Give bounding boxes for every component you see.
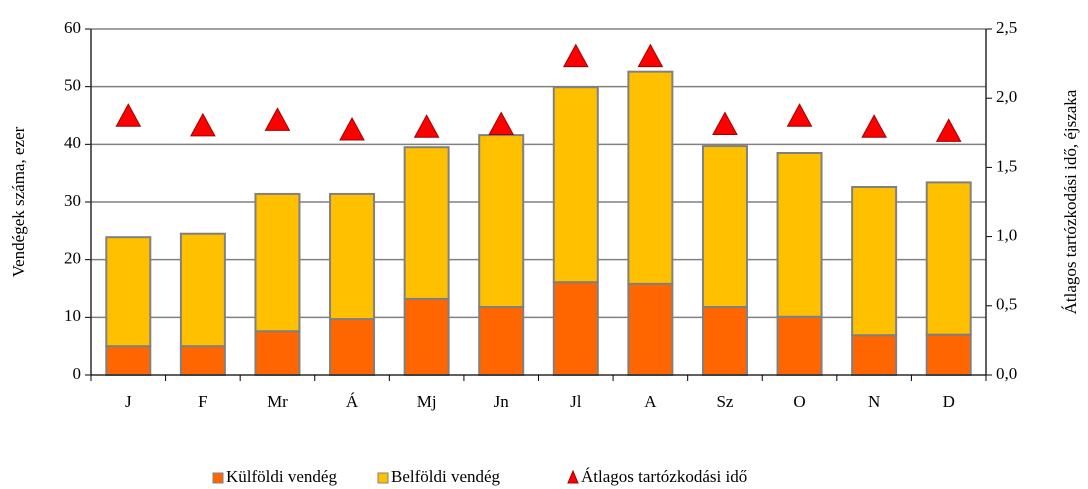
bar xyxy=(552,86,599,284)
x-tick-label: D xyxy=(943,392,955,411)
bar xyxy=(179,232,226,348)
bar xyxy=(254,330,301,377)
y2-tick-label: 1,5 xyxy=(996,156,1017,175)
bar xyxy=(925,181,972,336)
triangle-marker xyxy=(339,116,365,141)
triangle-marker xyxy=(190,112,216,137)
bar xyxy=(403,146,450,300)
legend-label: Belföldi vendég xyxy=(391,467,501,486)
x-tick-label: N xyxy=(868,392,880,411)
y2-tick-label: 2,0 xyxy=(996,87,1017,106)
x-tick-label: O xyxy=(793,392,805,411)
triangle-marker xyxy=(562,43,589,68)
bar xyxy=(701,145,748,308)
bar xyxy=(627,282,674,376)
x-tick-label: Jn xyxy=(494,392,510,411)
triangle-marker xyxy=(861,114,887,138)
y-tick-label: 40 xyxy=(64,133,81,152)
bar xyxy=(403,297,450,377)
x-tick-label: Sz xyxy=(716,392,733,411)
triangle-marker xyxy=(488,111,515,135)
y2-tick-label: 2,5 xyxy=(996,18,1017,37)
y2-axis-label: Átlagos tartózkodási idő, éjszaka xyxy=(1061,89,1080,314)
y-axis-label: Vendégek száma, ezer xyxy=(9,126,28,277)
bar xyxy=(925,333,972,376)
bar xyxy=(851,186,898,337)
triangle-marker xyxy=(637,43,664,68)
bar xyxy=(478,305,525,377)
x-tick-label: Mj xyxy=(417,392,437,411)
x-tick-label: Mr xyxy=(267,392,288,411)
bar xyxy=(552,281,599,377)
y-tick-label: 0 xyxy=(73,364,82,383)
triangle-marker xyxy=(786,103,813,127)
legend-label: Külföldi vendég xyxy=(226,467,337,486)
bar xyxy=(329,318,376,376)
triangle-marker xyxy=(935,118,962,142)
triangle-marker xyxy=(712,111,738,135)
bar xyxy=(851,334,898,376)
x-tick-label: Jl xyxy=(570,392,582,411)
bar xyxy=(179,345,226,376)
x-tick-label: J xyxy=(125,392,132,411)
bar xyxy=(329,192,376,321)
triangle-marker xyxy=(413,114,440,138)
x-tick-label: A xyxy=(644,392,657,411)
bar xyxy=(776,151,823,318)
y2-tick-label: 1,0 xyxy=(996,226,1017,245)
bar xyxy=(478,134,525,308)
bar xyxy=(105,236,152,348)
y-tick-label: 60 xyxy=(64,18,81,37)
bar xyxy=(701,305,748,377)
bar xyxy=(627,70,674,285)
triangle-marker xyxy=(115,103,142,127)
legend-swatch xyxy=(567,469,579,484)
x-tick-label: F xyxy=(198,392,207,411)
legend-swatch xyxy=(377,472,389,484)
legend-swatch xyxy=(212,472,224,484)
bar xyxy=(254,192,301,333)
x-tick-label: Á xyxy=(346,392,359,411)
y-tick-label: 20 xyxy=(64,249,81,268)
y-tick-label: 50 xyxy=(64,76,81,95)
bar xyxy=(105,345,152,376)
y2-tick-label: 0,5 xyxy=(996,295,1017,314)
triangle-marker xyxy=(264,107,291,131)
y2-tick-label: 0,0 xyxy=(996,364,1017,383)
y-tick-label: 30 xyxy=(64,191,81,210)
bar xyxy=(776,315,823,376)
legend-label: Átlagos tartózkodási idő xyxy=(581,467,747,486)
y-tick-label: 10 xyxy=(64,306,81,325)
